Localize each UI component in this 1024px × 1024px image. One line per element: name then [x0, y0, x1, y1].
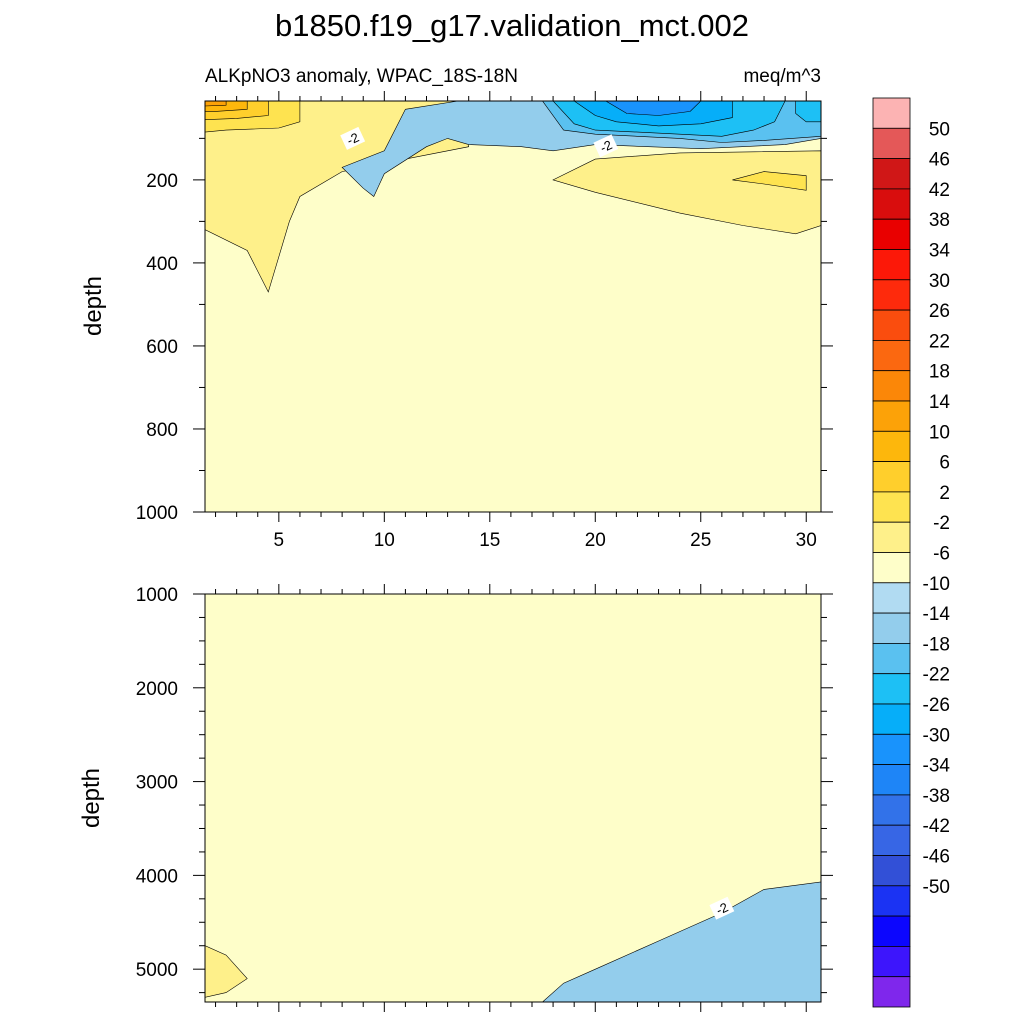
contour-region	[605, 101, 702, 116]
x-tick-label: 10	[374, 530, 395, 551]
colorbar-box	[872, 127, 911, 160]
contour-label: -2	[344, 130, 361, 148]
y-tick-label: 1000	[136, 503, 178, 524]
contour-label: -2	[598, 137, 615, 155]
y-tick-label: 5000	[136, 960, 178, 981]
colorbar-label: -2	[933, 513, 950, 534]
colorbar-label: 38	[929, 210, 950, 231]
contour-region	[205, 101, 227, 107]
y-tick-label: 800	[146, 420, 178, 441]
colorbar-label: -30	[923, 725, 950, 746]
plot-frame	[204, 593, 822, 1003]
y-tick-label: 1000	[136, 585, 178, 606]
colorbar-label: 22	[929, 331, 950, 352]
y-tick-label: 200	[146, 171, 178, 192]
chart-title: b1850.f19_g17.validation_mct.002	[275, 8, 749, 43]
colorbar-label: -50	[923, 877, 950, 898]
colorbar-box	[872, 370, 911, 402]
contour-label: -2	[714, 899, 731, 917]
colorbar-box	[872, 158, 911, 190]
colorbar: 50 46 42 38 34 30 26 22 18 14 10 6 2 -2 -6 -10 -14 -18 -22…	[872, 97, 951, 1008]
x-tick-label: 20	[585, 530, 606, 551]
colorbar-box	[872, 249, 911, 281]
contour-region	[795, 101, 821, 123]
colorbar-box	[872, 612, 911, 644]
colorbar-label: 26	[929, 301, 950, 322]
x-tick-label: 15	[479, 530, 500, 551]
colorbar-box	[872, 430, 911, 462]
colorbar-label: 42	[929, 180, 950, 201]
upper-depth-panel: -2 -2 5 10 15 20 25 30 200 400 600 800 1000	[136, 91, 833, 551]
x-tick-label: 5	[274, 530, 285, 551]
colorbar-label: -22	[923, 665, 950, 686]
colorbar-box	[872, 643, 911, 675]
colorbar-label: 14	[929, 392, 951, 413]
lower-depth-panel: -2 1000 2000 3000 4000 5000	[136, 584, 833, 1012]
colorbar-label: 30	[929, 271, 950, 292]
colorbar-box	[872, 915, 911, 947]
colorbar-label: -10	[923, 574, 950, 595]
colorbar-label: 6	[939, 453, 950, 474]
colorbar-box	[872, 703, 911, 735]
bottom-y-axis-label: depth	[78, 768, 105, 828]
x-tick-label: 25	[690, 530, 711, 551]
colorbar-label: 46	[929, 150, 950, 171]
x-tick-label: 30	[796, 530, 817, 551]
colorbar-box	[872, 794, 911, 826]
colorbar-box	[872, 552, 911, 584]
top-y-axis-label: depth	[80, 276, 107, 336]
colorbar-box	[872, 97, 911, 129]
colorbar-box	[872, 976, 911, 1008]
colorbar-label: 34	[929, 241, 951, 262]
contour-region	[732, 171, 807, 191]
colorbar-label: -34	[923, 756, 951, 777]
colorbar-box	[872, 885, 911, 917]
y-tick-label: 400	[146, 254, 178, 275]
colorbar-box	[872, 491, 911, 523]
plot-frame	[204, 100, 822, 513]
y-tick-label: 3000	[136, 773, 178, 794]
colorbar-label: -46	[923, 847, 950, 868]
colorbar-label: -38	[923, 786, 950, 807]
colorbar-box	[872, 400, 911, 432]
colorbar-label: -6	[933, 544, 950, 565]
subtitle-right: meq/m^3	[743, 66, 821, 87]
colorbar-box	[872, 946, 911, 978]
colorbar-box	[872, 461, 911, 493]
colorbar-label: -42	[923, 816, 950, 837]
colorbar-box	[872, 582, 911, 614]
colorbar-label: -14	[923, 604, 951, 625]
subtitle-left: ALKpNO3 anomaly, WPAC_18S-18N	[205, 66, 518, 87]
colorbar-box	[872, 764, 911, 796]
y-tick-label: 2000	[136, 679, 178, 700]
colorbar-box	[872, 279, 911, 311]
colorbar-label: 50	[929, 119, 950, 140]
colorbar-box	[872, 824, 911, 856]
colorbar-box	[872, 218, 911, 250]
colorbar-box	[872, 733, 911, 765]
contour-region	[552, 150, 821, 235]
colorbar-box	[872, 188, 911, 220]
colorbar-box	[872, 673, 911, 705]
contour-region	[205, 594, 821, 1002]
y-tick-label: 4000	[136, 866, 178, 887]
colorbar-box	[872, 339, 911, 372]
colorbar-label: -26	[923, 695, 950, 716]
colorbar-box	[872, 855, 911, 887]
colorbar-label: 2	[939, 483, 950, 504]
colorbar-label: 10	[929, 422, 950, 443]
colorbar-label: -18	[923, 634, 950, 655]
y-tick-label: 600	[146, 337, 178, 358]
colorbar-box	[872, 521, 911, 553]
colorbar-box	[872, 309, 911, 341]
colorbar-label: 18	[929, 362, 950, 383]
contour-region	[205, 945, 248, 998]
